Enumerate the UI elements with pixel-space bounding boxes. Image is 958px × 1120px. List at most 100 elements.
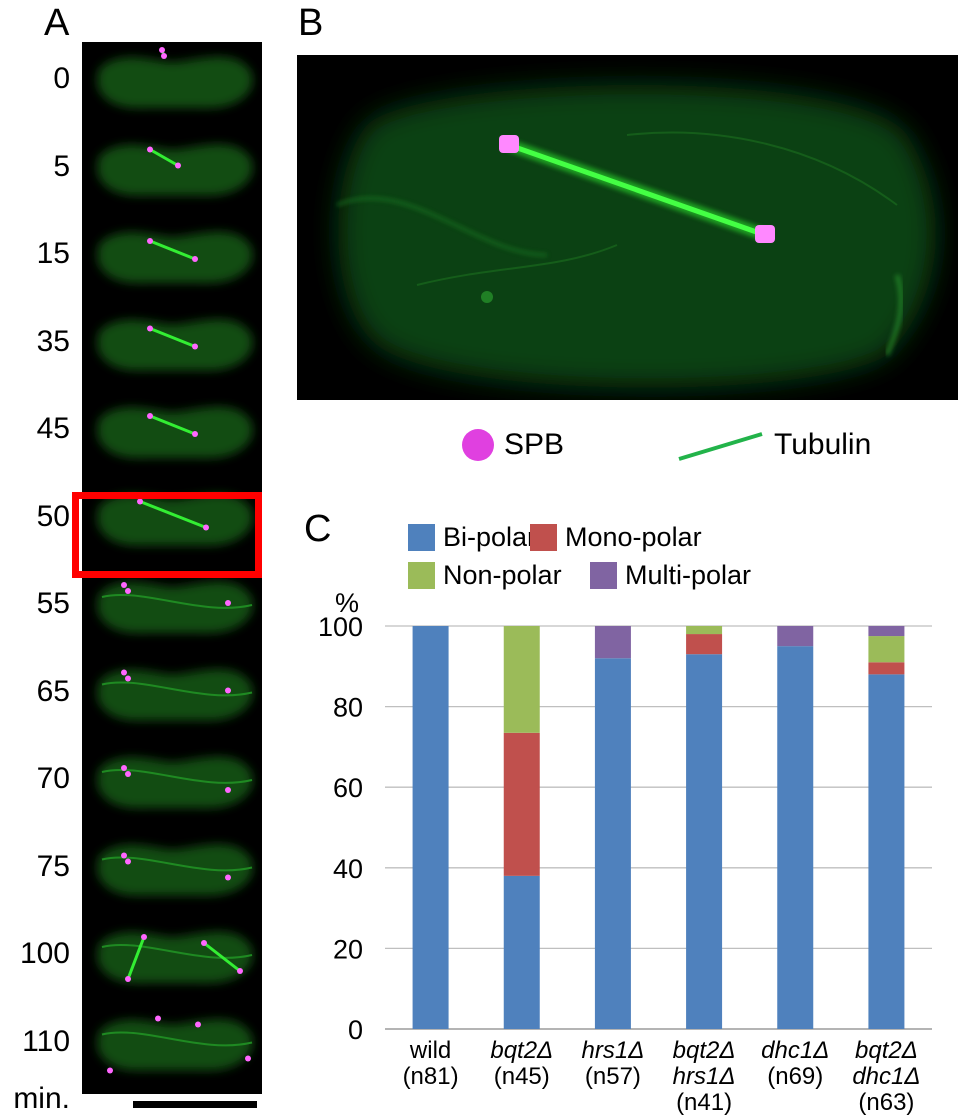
- cell-body: [97, 494, 253, 546]
- timelapse-frame: [97, 144, 253, 196]
- timelapse-frame: [97, 319, 253, 371]
- microtubule: [101, 1031, 253, 1047]
- timelapse-frame: [97, 231, 253, 284]
- spindle-tubulin: [508, 142, 766, 238]
- x-tick-label: (n41): [676, 1089, 732, 1116]
- spb-dot: [141, 934, 147, 940]
- bar-segment: [503, 875, 540, 1029]
- cell-body: [97, 231, 253, 284]
- spb-dot: [175, 162, 181, 169]
- spb-dot: [125, 976, 131, 982]
- timelapse-frames: [97, 47, 253, 1074]
- x-tick-label: wild: [409, 1037, 451, 1064]
- y-tick-label: 40: [333, 854, 363, 884]
- spb-dot: [125, 771, 131, 777]
- spb-dot: [147, 325, 153, 332]
- spb-dot: [121, 852, 127, 859]
- timelapse-strip: [82, 42, 262, 1094]
- cell-body: [97, 56, 253, 109]
- spb-dot: [125, 588, 131, 594]
- microtubule: [101, 681, 253, 697]
- spb-dot: [225, 600, 231, 606]
- microtubule: [101, 943, 253, 959]
- cell-body: [97, 581, 253, 634]
- spb-dot: [161, 53, 167, 59]
- bar-segment: [868, 662, 905, 675]
- bar-segment: [686, 626, 723, 635]
- timelapse-frame: [97, 581, 253, 634]
- legend-item: Multi-polar: [590, 560, 751, 591]
- spb-dot: [137, 498, 143, 505]
- spb-dot: [125, 675, 131, 682]
- x-tick-label: dhc1Δ: [852, 1063, 920, 1090]
- bar-segment: [503, 626, 540, 733]
- spindle: [149, 239, 196, 261]
- legend-item: Non-polar: [408, 560, 562, 591]
- x-tick-label: (n45): [494, 1063, 550, 1090]
- spb-marker: [755, 225, 775, 243]
- legend-label: Bi-polar: [443, 522, 537, 552]
- x-tick-label: (n69): [767, 1063, 823, 1090]
- timelapse-frame: [97, 406, 253, 459]
- y-tick-label: 20: [333, 934, 363, 964]
- timelapse-frame: [97, 756, 253, 809]
- y-axis-label: %: [335, 588, 359, 618]
- time-label: 35: [36, 324, 70, 358]
- cell-body: [97, 319, 253, 371]
- spb-dot: [225, 874, 231, 881]
- bar-segment: [594, 626, 631, 659]
- spb-dot: [147, 146, 153, 153]
- cell-body: [97, 931, 253, 984]
- spindle: [149, 414, 196, 436]
- highlighted-frame-box: [72, 492, 262, 578]
- timelapse-frame: [97, 47, 253, 109]
- spb-dot: [192, 343, 198, 350]
- cytoplasmic-microtubule: [416, 244, 618, 286]
- spb-dot: [121, 669, 127, 676]
- cytoplasmic-microtubule: [626, 131, 898, 206]
- spb-dot: [121, 582, 127, 588]
- spindle: [149, 148, 179, 167]
- cell-body: [97, 844, 253, 896]
- spb-dot: [155, 1015, 161, 1022]
- cytoplasmic-microtubule: [884, 274, 904, 356]
- spb-dot: [192, 256, 198, 262]
- spb-dot: [195, 1021, 201, 1028]
- time-label: 65: [36, 674, 70, 708]
- spindle: [126, 936, 146, 980]
- y-tick-label: 80: [333, 693, 363, 723]
- cell-body: [97, 669, 253, 721]
- y-tick-label: 100: [318, 612, 363, 642]
- spb-dot: [225, 787, 231, 793]
- microtubule: [101, 856, 253, 872]
- spb-dot: [192, 431, 198, 437]
- spb-dot: [107, 1067, 113, 1074]
- time-unit-label: min.: [13, 1082, 70, 1115]
- timelapse-frame: [97, 1015, 253, 1074]
- legend-swatch: [408, 562, 435, 589]
- bar-segment: [868, 636, 905, 663]
- timelapse-frame: [97, 669, 253, 721]
- x-tick-label: (n63): [858, 1089, 914, 1116]
- spb-dot: [201, 940, 207, 946]
- x-tick-label: dhc1Δ: [761, 1037, 829, 1064]
- spindle: [203, 941, 241, 973]
- time-label: 0: [53, 62, 70, 95]
- spindle: [149, 327, 196, 348]
- cell-body: [338, 85, 936, 388]
- x-tick-label: hrs1Δ: [582, 1037, 645, 1064]
- spb-dot: [147, 238, 153, 244]
- timelapse-frame: [97, 931, 253, 984]
- time-label: 75: [36, 849, 70, 883]
- timelapse-frame: [97, 844, 253, 896]
- bar-segment: [412, 626, 449, 1029]
- legend-item: Mono-polar: [530, 522, 702, 553]
- spb-dot: [125, 858, 131, 865]
- microtubule: [101, 768, 253, 784]
- bar-segment: [868, 626, 905, 637]
- spb-dot: [237, 968, 243, 974]
- cytoplasmic-microtubule: [336, 196, 548, 257]
- bar-segment: [868, 674, 905, 1029]
- spb-marker: [499, 135, 519, 153]
- spindle: [139, 500, 207, 529]
